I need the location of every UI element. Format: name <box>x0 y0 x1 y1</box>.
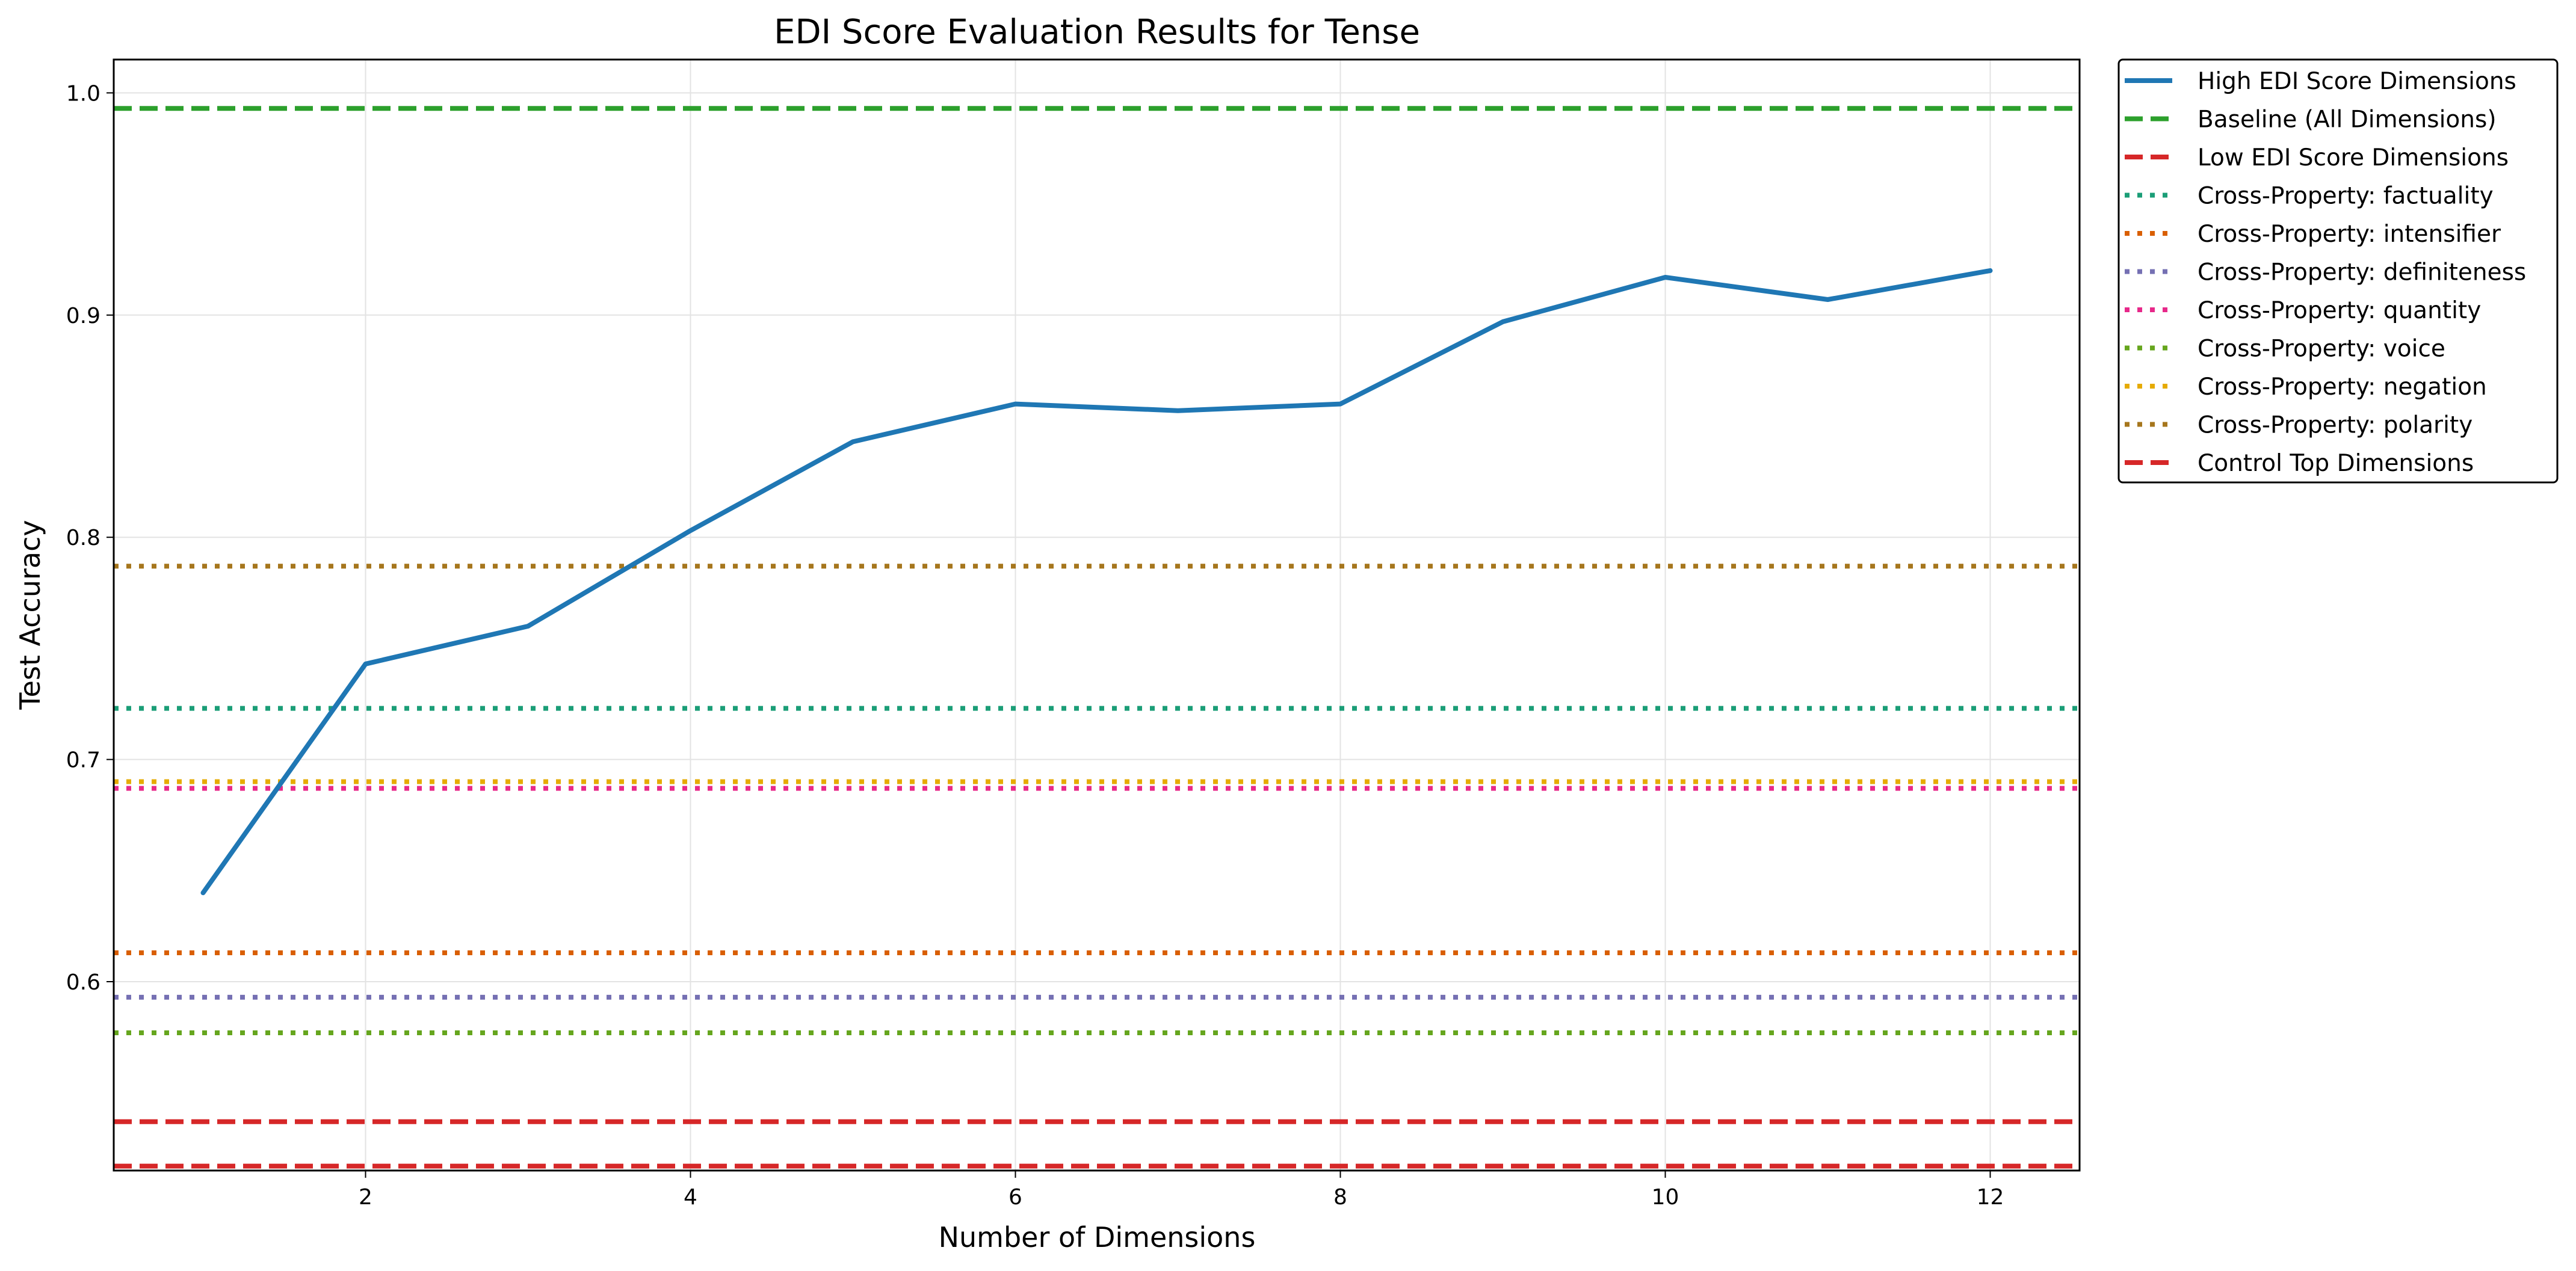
y-axis-label: Test Accuracy <box>14 520 46 710</box>
x-axis-label: Number of Dimensions <box>939 1221 1256 1254</box>
ticks: 2 4 6 8 10 12 0.6 0.7 0.8 0.9 1.0 <box>66 81 2004 1210</box>
legend-label-high-edi-score-dimensions: High EDI Score Dimensions <box>2198 68 2516 95</box>
series-layer <box>114 106 2080 1169</box>
y-tick-label: 0.7 <box>66 748 100 773</box>
legend-label-cross-property-polarity: Cross-Property: polarity <box>2198 412 2473 439</box>
x-tick-label: 4 <box>684 1185 697 1210</box>
y-tick-label: 1.0 <box>66 81 100 106</box>
legend: High EDI Score Dimensions Baseline (All D… <box>2117 58 2559 484</box>
y-tick-label: 0.6 <box>66 970 100 995</box>
grid <box>114 60 2080 1171</box>
legend-label-cross-property-quantity: Cross-Property: quantity <box>2198 297 2481 324</box>
x-tick-label: 2 <box>359 1185 372 1210</box>
x-tick-label: 10 <box>1652 1185 1679 1210</box>
y-tick-label: 0.9 <box>66 304 100 328</box>
x-tick-label: 8 <box>1333 1185 1347 1210</box>
legend-label-control-top-dimensions: Control Top Dimensions <box>2198 450 2474 477</box>
series-high-edi-score-dimensions <box>200 268 1993 896</box>
chart-title: EDI Score Evaluation Results for Tense <box>774 13 1420 52</box>
legend-label-low-edi-score-dimensions: Low EDI Score Dimensions <box>2198 144 2509 171</box>
legend-frame <box>2117 58 2559 484</box>
x-tick-label: 12 <box>1977 1185 2004 1210</box>
plot-background <box>114 60 2080 1171</box>
legend-label-cross-property-intensifier: Cross-Property: intensifier <box>2198 221 2501 248</box>
plot-frame <box>113 58 2081 1172</box>
x-tick-label: 6 <box>1008 1185 1022 1210</box>
legend-label-cross-property-negation: Cross-Property: negation <box>2198 374 2487 401</box>
legend-label-cross-property-definiteness: Cross-Property: definiteness <box>2198 259 2526 286</box>
legend-label-cross-property-factuality: Cross-Property: factuality <box>2198 183 2494 210</box>
y-tick-label: 0.8 <box>66 526 100 550</box>
legend-label-baseline-all-dimensions: Baseline (All Dimensions) <box>2198 106 2497 134</box>
legend-label-cross-property-voice: Cross-Property: voice <box>2198 336 2445 363</box>
